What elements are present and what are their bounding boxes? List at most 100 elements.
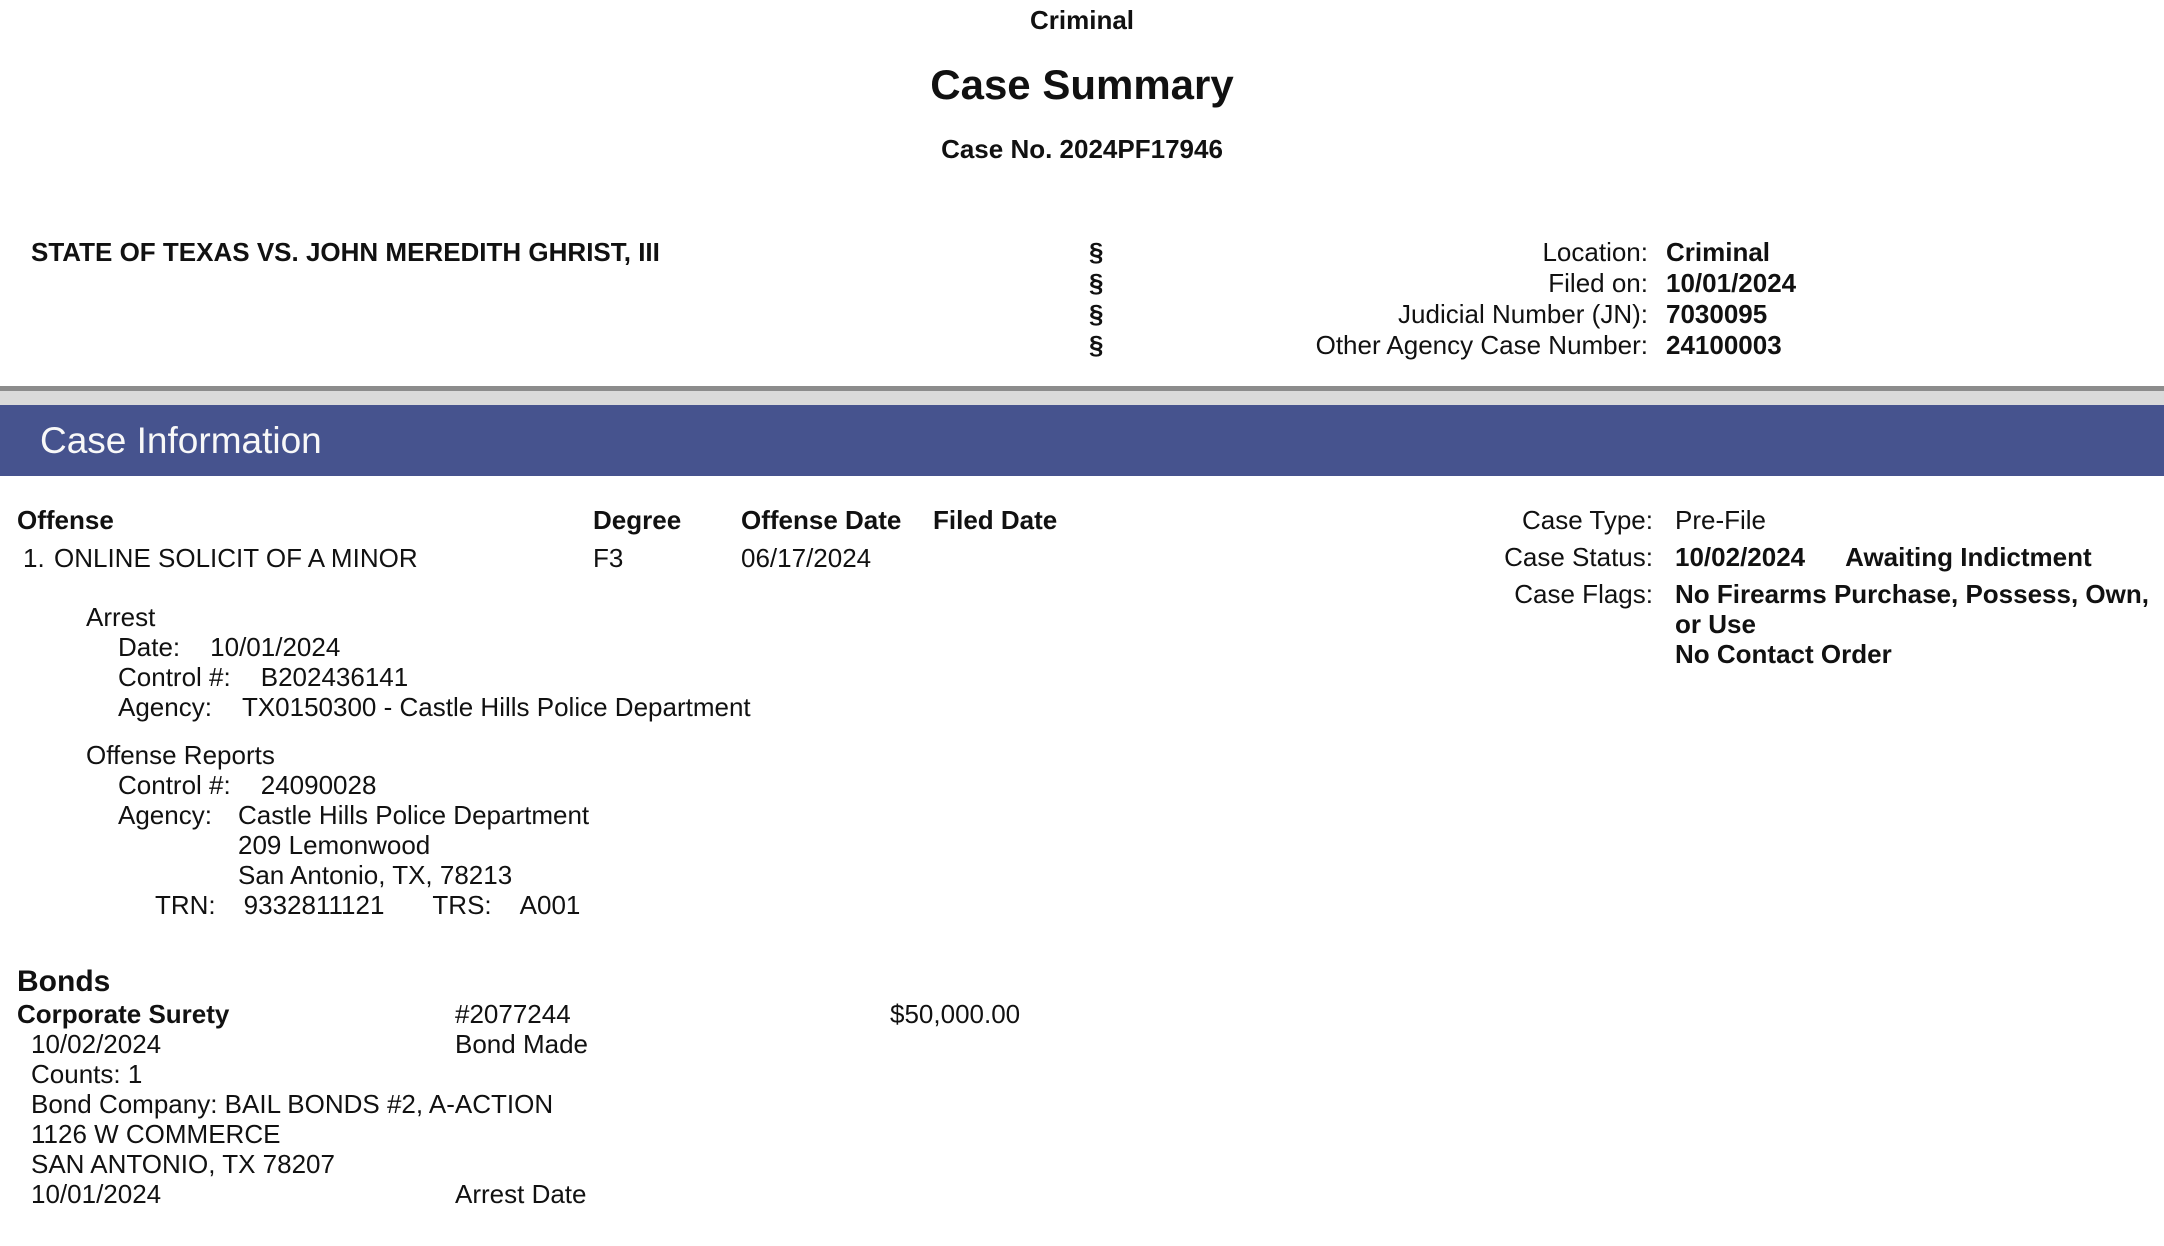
- filed-on-value: 10/01/2024: [1666, 268, 1797, 298]
- bond-arrest-row: 10/01/2024 Arrest Date: [17, 1179, 2164, 1209]
- bond-made-date: 10/02/2024: [31, 1029, 162, 1059]
- case-summary-page: Criminal Case Summary Case No. 2024PF179…: [0, 0, 2164, 1209]
- page-title: Case Summary: [930, 61, 1234, 108]
- offense-number: 1.: [23, 543, 45, 573]
- report-agency-row: Agency: Castle Hills Police Department 2…: [118, 800, 1480, 890]
- case-information-section-bar: Case Information: [0, 405, 2164, 476]
- report-control-value: 24090028: [260, 770, 377, 800]
- arrest-heading: Arrest: [86, 602, 156, 632]
- arrest-agency-label: Agency:: [118, 692, 212, 722]
- report-agency-address: Castle Hills Police Department 209 Lemon…: [238, 800, 589, 890]
- offense-filed-date: [933, 543, 1480, 581]
- case-caption: STATE OF TEXAS VS. JOHN MEREDITH GHRIST,…: [0, 237, 2164, 361]
- arrest-agency-value: TX0150300 - Castle Hills Police Departme…: [241, 692, 751, 722]
- bond-summary-row: Corporate Surety #2077244 $50,000.00: [17, 999, 2164, 1029]
- arrest-date-row: Date: 10/01/2024: [118, 632, 1480, 662]
- court-division: Criminal: [1029, 5, 1135, 35]
- location-value: Criminal: [1666, 237, 1771, 267]
- section-symbol: §: [1089, 237, 1104, 267]
- bond-made-label: Bond Made: [455, 1029, 588, 1059]
- bond-amount: $50,000.00: [890, 999, 1021, 1029]
- filed-on-label: Filed on:: [1548, 268, 1648, 298]
- other-agency-case-number-label: Other Agency Case Number:: [1315, 330, 1648, 360]
- other-agency-case-number-value: 24100003: [1666, 330, 1782, 360]
- filing-meta: Location: Criminal Filed on: 10/01/2024 …: [1151, 237, 2164, 361]
- bond-company: Bond Company: BAIL BONDS #2, A-ACTION: [31, 1089, 554, 1119]
- bonds-section: Bonds Corporate Surety #2077244 $50,000.…: [0, 965, 2164, 1209]
- judicial-number-value: 7030095: [1666, 299, 1768, 329]
- bond-empty-cell: [890, 1179, 2164, 1209]
- location-label: Location:: [1542, 237, 1648, 267]
- bond-made-row: 10/02/2024 Bond Made: [17, 1029, 2164, 1059]
- case-type-label: Case Type:: [1521, 505, 1653, 535]
- filing-meta-row: Location: Criminal: [1151, 237, 2164, 268]
- offense-column: Offense Degree Offense Date Filed Date 1…: [17, 505, 1480, 920]
- case-flags-value: No Firearms Purchase, Possess, Own, or U…: [1675, 579, 2164, 669]
- offense-header: Offense: [17, 505, 114, 535]
- case-type-value: Pre-File: [1675, 505, 1767, 535]
- filing-meta-row: Other Agency Case Number: 24100003: [1151, 330, 2164, 361]
- case-flags-row: Case Flags: No Firearms Purchase, Posses…: [1480, 579, 2164, 669]
- offense-reports-details: Control #: 24090028 Agency: Castle Hills…: [118, 770, 1480, 890]
- bond-number: #2077244: [455, 999, 571, 1029]
- filed-date-header: Filed Date: [933, 505, 1058, 535]
- section-symbol: §: [1089, 299, 1104, 329]
- section-symbol: §: [1089, 268, 1104, 298]
- judicial-number-label: Judicial Number (JN):: [1398, 299, 1648, 329]
- offense-reports-heading: Offense Reports: [86, 740, 275, 770]
- bond-arrest-date: 10/01/2024: [31, 1179, 162, 1209]
- offense-degree: F3: [593, 543, 624, 573]
- arrest-agency-row: Agency: TX0150300 - Castle Hills Police …: [118, 692, 1480, 722]
- offense-date-header: Offense Date: [741, 505, 902, 535]
- section-divider: [0, 386, 2164, 405]
- bond-type: Corporate Surety: [17, 999, 230, 1029]
- case-number: Case No. 2024PF17946: [941, 134, 1223, 164]
- report-agency-name: Castle Hills Police Department: [238, 800, 590, 830]
- report-control-row: Control #: 24090028: [118, 770, 1480, 800]
- trs-label: TRS:: [432, 890, 492, 920]
- section-symbol: §: [1089, 330, 1104, 360]
- arrest-control-row: Control #: B202436141: [118, 662, 1480, 692]
- arrest-date-value: 10/01/2024: [210, 632, 341, 662]
- filing-meta-row: Judicial Number (JN): 7030095: [1151, 299, 2164, 330]
- case-flag: No Contact Order: [1675, 639, 1892, 669]
- arrest-control-value: B202436141: [260, 662, 409, 692]
- offense-reports-block: Offense Reports Control #: 24090028 Agen…: [86, 740, 1480, 920]
- section-title: Case Information: [40, 419, 322, 461]
- table-row-offense: 1. ONLINE SOLICIT OF A MINOR: [17, 543, 593, 581]
- document-header: Criminal Case Summary Case No. 2024PF179…: [0, 0, 2164, 164]
- degree-header: Degree: [593, 505, 682, 535]
- case-status-text: Awaiting Indictment: [1845, 542, 2092, 572]
- report-control-label: Control #:: [118, 770, 231, 800]
- trs-value: A001: [519, 890, 581, 920]
- case-status-row: Case Status: 10/02/2024 Awaiting Indictme…: [1480, 542, 2164, 572]
- offense-table: Offense Degree Offense Date Filed Date 1…: [17, 505, 1480, 581]
- bonds-heading: Bonds: [17, 965, 111, 998]
- case-status-value: 10/02/2024 Awaiting Indictment: [1675, 542, 2164, 572]
- case-flags-label: Case Flags:: [1514, 579, 1653, 609]
- section-symbol-column: § § § §: [1089, 237, 1151, 361]
- case-meta-column: Case Type: Pre-File Case Status: 10/02/2…: [1480, 505, 2164, 920]
- case-information-body: Offense Degree Offense Date Filed Date 1…: [0, 505, 2164, 920]
- bond-arrest-label: Arrest Date: [455, 1179, 587, 1209]
- report-agency-street: 209 Lemonwood: [238, 830, 431, 860]
- report-agency-label: Agency:: [118, 800, 212, 830]
- arrest-date-label: Date:: [118, 632, 181, 662]
- bond-counts: Counts: 1: [31, 1059, 143, 1089]
- case-status-label: Case Status:: [1504, 542, 1653, 572]
- offense-date: 06/17/2024: [741, 543, 872, 573]
- case-style-line: STATE OF TEXAS VS. JOHN MEREDITH GHRIST,…: [31, 237, 660, 267]
- report-agency-city: San Antonio, TX, 78213: [238, 860, 513, 890]
- bond-empty-cell: [890, 1029, 2164, 1059]
- filing-meta-row: Filed on: 10/01/2024: [1151, 268, 2164, 299]
- case-type-row: Case Type: Pre-File: [1480, 505, 2164, 535]
- arrest-control-label: Control #:: [118, 662, 231, 692]
- trn-value: 9332811121: [243, 890, 385, 920]
- bond-company-city: SAN ANTONIO, TX 78207: [31, 1149, 335, 1179]
- case-flag: No Firearms Purchase, Possess, Own, or U…: [1675, 579, 2149, 639]
- trn-label: TRN:: [155, 890, 216, 920]
- arrest-block: Arrest Date: 10/01/2024 Control #: B2024…: [86, 602, 1480, 722]
- arrest-details: Date: 10/01/2024 Control #: B202436141 A…: [118, 632, 1480, 722]
- case-status-date: 10/02/2024: [1675, 542, 1806, 572]
- offense-name: ONLINE SOLICIT OF A MINOR: [54, 543, 418, 573]
